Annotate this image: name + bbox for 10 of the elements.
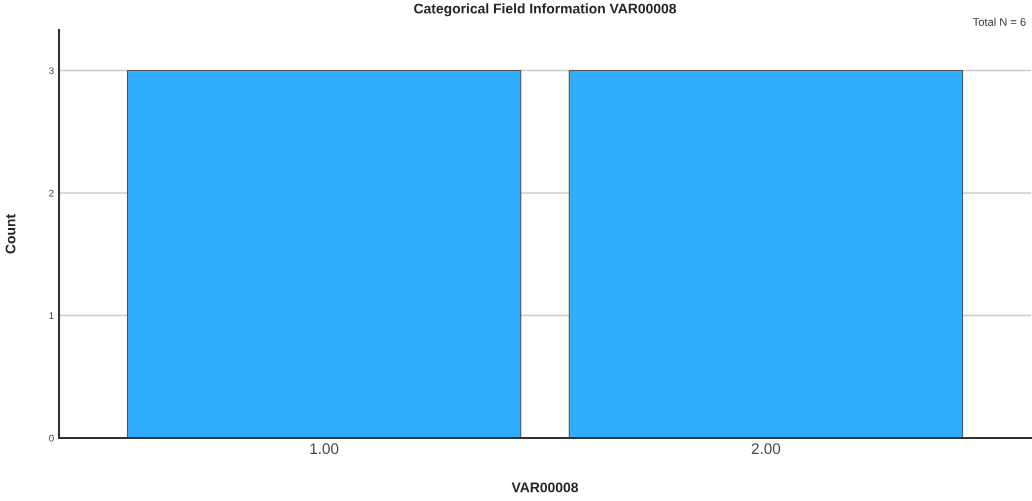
x-tick-label: 1.00 bbox=[310, 443, 339, 455]
x-tick-label: 2.00 bbox=[751, 443, 781, 455]
y-tick-label: 0 bbox=[49, 434, 54, 442]
y-tick-label: 2 bbox=[49, 189, 54, 197]
x-axis-title: VAR00008 bbox=[511, 482, 579, 493]
y-tick-label: 3 bbox=[49, 67, 54, 75]
text: Total N = 6 bbox=[972, 17, 1026, 26]
y-tick-label: 1 bbox=[49, 312, 54, 319]
y-axis-title: Count bbox=[5, 214, 16, 254]
chart-title: Categorical Field Information VAR00008 bbox=[414, 3, 677, 17]
